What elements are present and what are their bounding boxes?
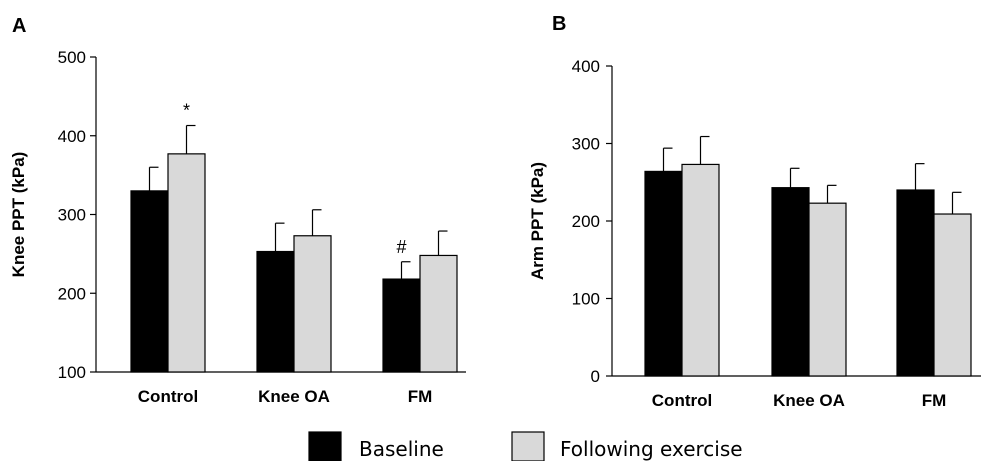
y-tick-label: 200 [58, 284, 86, 303]
category-label: Control [652, 391, 712, 410]
bar-following-exercise [808, 202, 847, 377]
y-tick-label: 300 [58, 206, 86, 225]
y-tick-label: 200 [572, 212, 600, 231]
y-tick-label: 400 [58, 127, 86, 146]
bar-baseline [771, 187, 810, 377]
panel-label-a: A [12, 15, 26, 37]
bar-baseline [382, 278, 421, 373]
y-tick-label: 300 [572, 135, 600, 154]
legend-label: Following exercise [560, 437, 743, 461]
category-label: FM [922, 391, 947, 410]
category-label: Knee OA [258, 387, 330, 406]
bar-following-exercise [933, 213, 972, 377]
y-axis-label: Arm PPT (kPa) [528, 162, 547, 280]
legend: Baseline Following exercise [308, 431, 743, 461]
category-label: Control [138, 387, 198, 406]
y-tick-label: 400 [572, 57, 600, 76]
category-label: Knee OA [773, 391, 845, 410]
chart-a: 100 200 300 400 500 Knee PPT (kPa) Control Knee… [9, 48, 466, 406]
legend-swatch-following-exercise [511, 431, 545, 461]
panel-label-b: B [552, 13, 566, 35]
legend-label: Baseline [359, 437, 444, 461]
bar-baseline [896, 189, 935, 377]
y-axis-label: Knee PPT (kPa) [9, 152, 28, 278]
chart-b: 0 100 200 300 400 Arm PPT (kPa) Control Knee OA… [528, 57, 981, 410]
bar-baseline [256, 250, 295, 373]
bar-following-exercise [681, 163, 720, 377]
bar-following-exercise [419, 254, 458, 373]
y-tick-label: 100 [58, 363, 86, 382]
legend-swatch-baseline [308, 431, 342, 461]
bar-following-exercise [167, 153, 206, 373]
bar-following-exercise [293, 235, 332, 373]
bar-baseline [644, 170, 683, 377]
y-tick-label: 100 [572, 290, 600, 309]
y-tick-label: 0 [591, 367, 600, 386]
y-tick-label: 500 [58, 48, 86, 67]
category-label: FM [408, 387, 433, 406]
bar-baseline [130, 190, 169, 373]
significance-marker: * [183, 101, 190, 121]
significance-marker: # [396, 237, 406, 257]
